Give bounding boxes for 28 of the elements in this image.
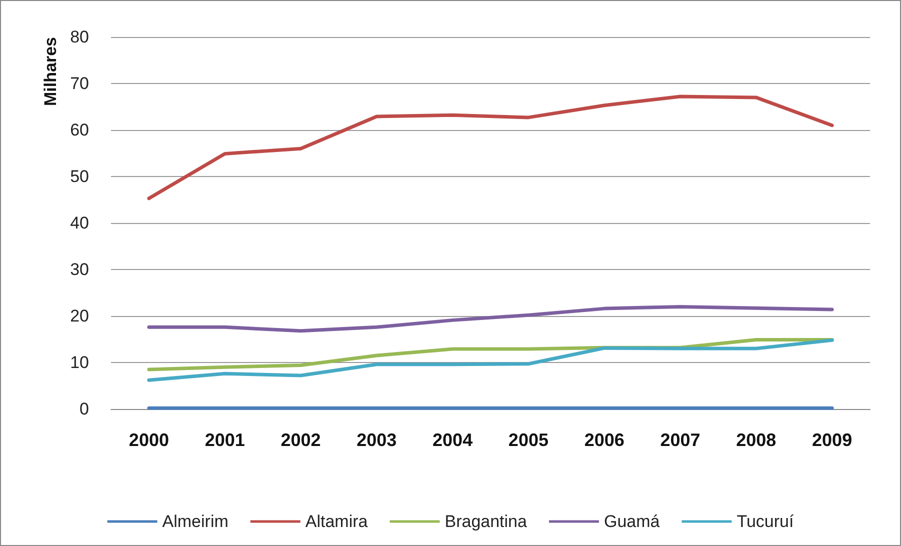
y-tick-label: 20 xyxy=(70,306,89,326)
x-tick-label: 2007 xyxy=(660,430,700,450)
x-tick-label: 2006 xyxy=(584,430,624,450)
y-tick-label: 30 xyxy=(70,260,89,279)
y-tick-label: 80 xyxy=(70,28,89,46)
legend-label: Guamá xyxy=(604,512,660,531)
y-tick-label: 10 xyxy=(70,353,89,372)
legend-label: Bragantina xyxy=(444,512,528,531)
x-tick-label: 2003 xyxy=(356,430,397,450)
x-tick-label: 2000 xyxy=(128,430,169,450)
x-tick-label: 2005 xyxy=(508,430,548,450)
y-tick-label: 70 xyxy=(70,74,89,93)
line-series xyxy=(147,304,834,333)
legend-label: Tucuruí xyxy=(736,512,794,531)
x-tick-label: 2009 xyxy=(812,430,852,450)
y-axis-title: Milhares xyxy=(41,37,60,106)
y-tick-label: 40 xyxy=(70,214,89,232)
x-tick-label: 2002 xyxy=(280,430,321,450)
x-tick-label: 2004 xyxy=(432,430,473,450)
legend-label: Altamira xyxy=(305,512,368,531)
y-tick-label: 0 xyxy=(80,400,89,418)
y-tick-label: 50 xyxy=(70,167,89,186)
line-series xyxy=(147,94,834,200)
y-tick-label: 60 xyxy=(70,120,89,140)
line-series xyxy=(147,338,834,382)
x-tick-label: 2008 xyxy=(736,430,776,450)
x-tick-label: 2001 xyxy=(204,430,245,450)
legend-label: Almeirim xyxy=(162,512,228,531)
